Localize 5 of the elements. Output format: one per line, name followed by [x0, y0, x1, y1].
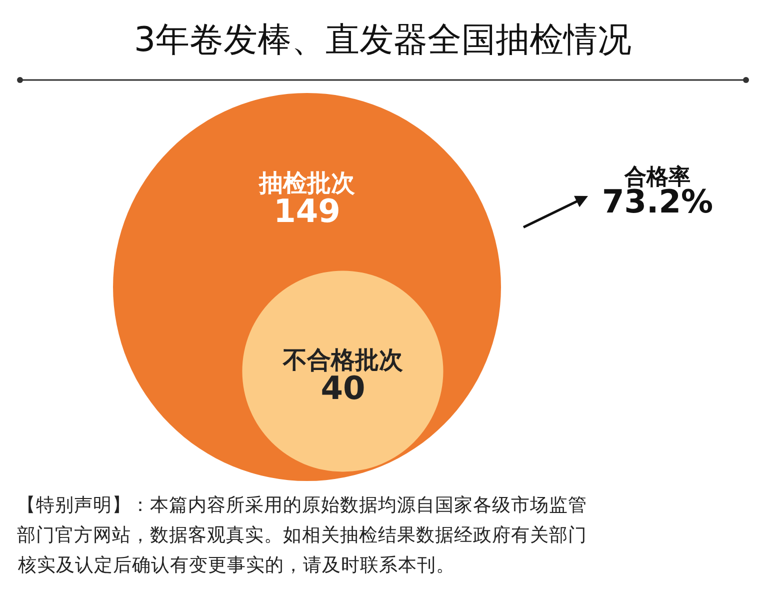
- text: 部门官方网站，数据客观真实。如相关抽检结果数据经政府有关部门: [17, 524, 587, 546]
- text: 核实及认定后确认有变更事实的，请及时联系本刊。: [17, 554, 455, 576]
- text: 3年卷发棒、直发器全国抽检情况: [134, 20, 632, 60]
- text: 合格率 73.2%: [602, 164, 714, 221]
- text: 【特别声明】：本篇内容所采用的原始数据均源自国家各级市场监管: [17, 494, 587, 516]
